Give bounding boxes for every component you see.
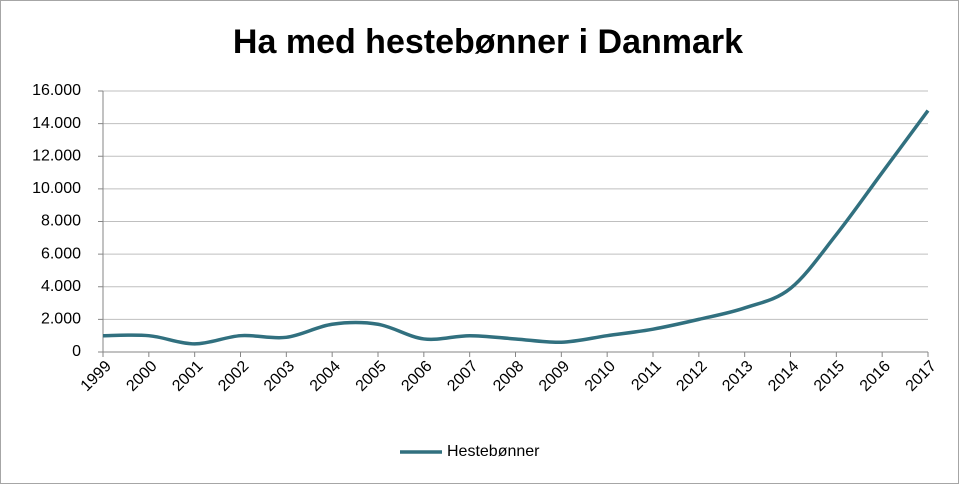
- y-tick-label: 2.000: [41, 311, 81, 328]
- y-tick-label: 16.000: [32, 82, 81, 99]
- y-tick-label: 10.000: [32, 180, 81, 197]
- y-tick-label: 14.000: [32, 115, 81, 132]
- y-tick-label: 12.000: [32, 147, 81, 164]
- y-tick-label: 0: [72, 343, 81, 360]
- legend-label: Hestebønner: [447, 443, 540, 460]
- y-tick-label: 6.000: [41, 245, 81, 262]
- y-tick-label: 4.000: [41, 278, 81, 295]
- chart-title: Ha med hestebønner i Danmark: [233, 23, 743, 61]
- y-tick-label: 8.000: [41, 213, 81, 230]
- data-line: [102, 109, 930, 346]
